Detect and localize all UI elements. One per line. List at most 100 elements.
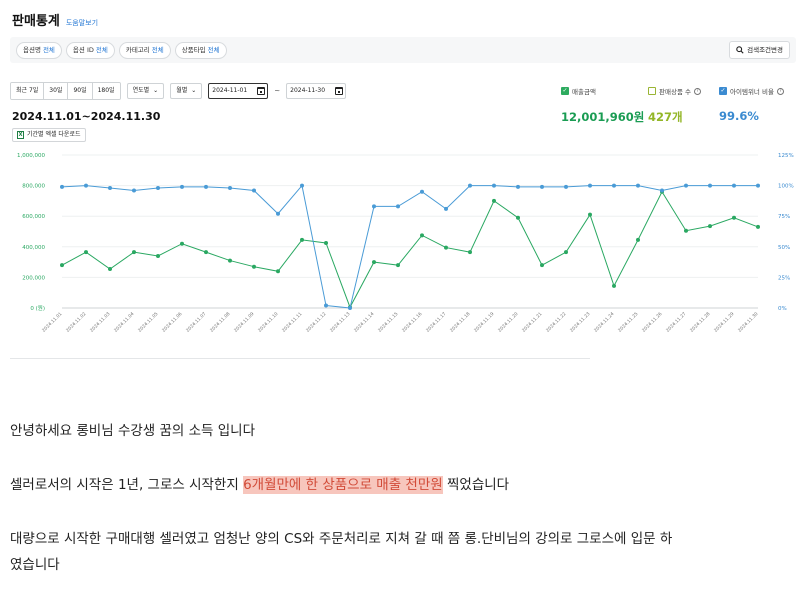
data-point xyxy=(588,183,592,188)
chip-value: 전체 xyxy=(95,45,108,54)
y-left-tick-label: 0 (원) xyxy=(30,304,45,312)
month-select[interactable]: 월별 ⌄ xyxy=(170,83,203,99)
metric-value: 12,001,960원 xyxy=(561,110,645,124)
y-right-tick-label: 100% xyxy=(778,184,794,190)
excel-download-button[interactable]: X 기간별 엑셀 다운로드 xyxy=(12,128,86,142)
start-date-input[interactable]: 2024-11-01 xyxy=(208,83,269,99)
filter-chip-option-id[interactable]: 옵션 ID 전체 xyxy=(65,41,115,59)
data-point xyxy=(228,258,232,263)
x-tick-label: 2024.11.27 xyxy=(665,311,688,334)
data-point xyxy=(612,283,616,288)
body-paragraph-3: 대량으로 시작한 구매대행 셀러였고 엄청난 양의 CS와 주문처리로 지쳐 갈… xyxy=(10,531,673,547)
data-point xyxy=(684,228,688,233)
data-point xyxy=(324,240,328,245)
body-paragraph-2: 셀러로서의 시작은 1년, 그로스 시작한지 6개월만에 한 상품으로 매출 천… xyxy=(10,473,509,497)
data-point xyxy=(132,188,136,193)
data-point xyxy=(732,183,736,188)
help-icon[interactable]: ? xyxy=(693,87,701,95)
chip-label: 상품타입 xyxy=(181,45,206,54)
x-tick-label: 2024.11.08 xyxy=(209,311,232,334)
y-left-tick-label: 600,000 xyxy=(22,214,45,220)
data-point xyxy=(252,264,256,269)
period-180d-button[interactable]: 180일 xyxy=(92,83,120,99)
filter-bar: 옵션명 전체 옵션 ID 전체 카테고리 전체 상품타입 전체 검색조건변경 xyxy=(10,37,796,63)
body-paragraph-1: 안녕하세요 롱비님 수강생 꿈의 소득 입니다 xyxy=(10,423,256,439)
data-point xyxy=(204,250,208,255)
y-left-tick-label: 1,000,000 xyxy=(17,153,45,159)
search-button-label: 검색조건변경 xyxy=(747,46,783,54)
period-7d-button[interactable]: 최근 7일 xyxy=(11,83,45,99)
products-checkbox[interactable] xyxy=(648,87,656,95)
data-point xyxy=(468,250,472,255)
data-point xyxy=(732,215,736,220)
data-point xyxy=(564,250,568,255)
data-point xyxy=(516,184,520,189)
end-date-input[interactable]: 2024-11-30 xyxy=(286,83,347,99)
end-date-value: 2024-11-30 xyxy=(290,87,326,94)
data-point xyxy=(108,266,112,271)
metric-label: 아이템위너 비율 xyxy=(730,88,774,96)
data-point xyxy=(396,263,400,268)
x-tick-label: 2024.11.14 xyxy=(353,311,376,334)
y-right-tick-label: 0% xyxy=(778,306,787,312)
filter-chip-product-type[interactable]: 상품타입 전체 xyxy=(174,41,227,59)
calendar-icon[interactable] xyxy=(335,87,344,95)
data-point xyxy=(708,183,712,188)
x-tick-label: 2024.11.15 xyxy=(377,311,400,334)
page-title: 판매통계 xyxy=(12,14,60,29)
help-link[interactable]: 도움말보기 xyxy=(65,19,99,27)
period-row: 최근 7일 30일 90일 180일 연도별 ⌄ 월별 ⌄ 2024-11-01 ~… xyxy=(10,82,347,100)
sales-chart: 1,000,000 125% 800,000 100% 600,000 75% 400,00… xyxy=(0,145,809,365)
data-point xyxy=(180,241,184,246)
excel-icon: X xyxy=(17,131,24,139)
x-tick-label: 2024.11.23 xyxy=(569,311,592,334)
metric-label: 매출금액 xyxy=(572,88,596,96)
metric-value: 427개 xyxy=(648,110,683,124)
item-winner-checkbox[interactable]: ✓ xyxy=(719,87,727,95)
x-tick-label: 2024.11.10 xyxy=(257,311,280,334)
range-title: 2024.11.01~2024.11.30 xyxy=(12,110,161,123)
data-point xyxy=(60,184,64,189)
period-90d-button[interactable]: 90일 xyxy=(68,83,93,99)
series-line xyxy=(61,184,758,309)
x-tick-label: 2024.11.12 xyxy=(305,311,328,334)
title-row: 판매통계 도움말보기 xyxy=(12,10,98,29)
y-left-tick-label: 400,000 xyxy=(22,245,45,251)
x-tick-label: 2024.11.16 xyxy=(401,311,424,334)
excel-button-label: 기간별 엑셀 다운로드 xyxy=(27,131,81,138)
metric-products-sold: 판매상품 수? 427개 xyxy=(648,86,701,125)
data-point xyxy=(372,260,376,265)
period-30d-button[interactable]: 30일 xyxy=(44,83,69,99)
x-tick-label: 2024.11.20 xyxy=(497,311,520,334)
chip-value: 전체 xyxy=(207,45,220,54)
data-point xyxy=(276,211,280,216)
y-left-tick-label: 200,000 xyxy=(22,275,45,281)
x-tick-label: 2024.11.09 xyxy=(233,311,256,334)
data-point xyxy=(156,253,160,258)
change-search-conditions-button[interactable]: 검색조건변경 xyxy=(729,41,790,59)
filter-chip-category[interactable]: 카테고리 전체 xyxy=(118,41,171,59)
sales-checkbox[interactable]: ✓ xyxy=(561,87,569,95)
data-point xyxy=(348,306,352,310)
x-tick-label: 2024.11.24 xyxy=(593,311,616,334)
data-point xyxy=(204,184,208,189)
year-select[interactable]: 연도별 ⌄ xyxy=(126,83,165,99)
data-point xyxy=(300,237,304,242)
help-icon[interactable]: ? xyxy=(776,87,784,95)
x-tick-label: 2024.11.07 xyxy=(185,311,208,334)
data-point xyxy=(396,204,400,209)
chip-label: 카테고리 xyxy=(125,45,150,54)
data-point xyxy=(300,183,304,188)
data-point xyxy=(636,183,640,188)
data-point xyxy=(444,245,448,250)
data-point xyxy=(684,183,688,188)
calendar-icon[interactable] xyxy=(257,87,266,95)
data-point xyxy=(324,303,328,308)
y-left-tick-label: 800,000 xyxy=(22,184,45,190)
filter-chip-option-name[interactable]: 옵션명 전체 xyxy=(16,41,62,59)
date-separator: ~ xyxy=(274,87,281,95)
data-point xyxy=(372,204,376,209)
x-tick-label: 2024.11.04 xyxy=(113,311,136,334)
data-point xyxy=(156,186,160,191)
x-tick-label: 2024.11.21 xyxy=(521,311,544,334)
